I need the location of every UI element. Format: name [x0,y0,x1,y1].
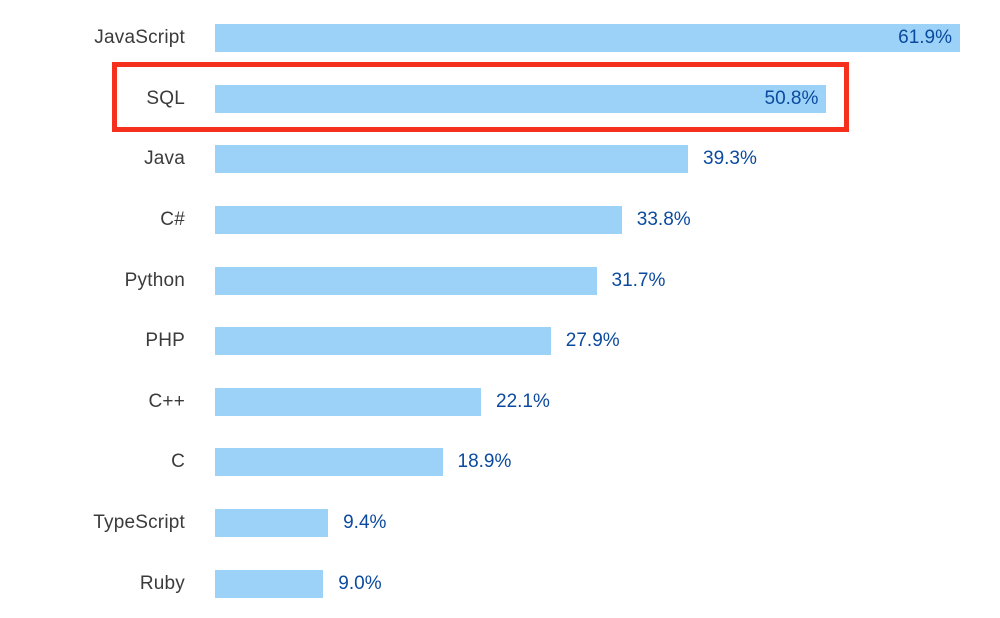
bar-area: 18.9% [215,448,1000,477]
category-label: Ruby [139,572,185,594]
category-label: Python [124,269,185,291]
bar: 61.9% [215,24,960,53]
value-label: 9.0% [338,572,382,594]
value-label: 61.9% [898,27,952,49]
bar [215,266,597,295]
value-label: 39.3% [703,148,757,170]
value-label: 33.8% [636,209,691,231]
chart-row: SQL 50.8% [0,61,1000,132]
category-label: Java [144,148,185,170]
chart-row: JavaScript 61.9% [0,8,1000,69]
bar [215,387,481,416]
value-label: 50.8% [764,87,819,109]
bar: 50.8% [215,84,827,113]
category-label: TypeScript [93,512,185,534]
category-label: C++ [148,390,185,412]
bar [215,327,551,356]
bar [215,448,443,477]
chart-row: Java 39.3% [0,129,1000,190]
chart-row: C 18.9% [0,432,1000,493]
category-label: JavaScript [94,27,185,49]
chart-row: C# 33.8% [0,190,1000,251]
value-label: 27.9% [565,330,620,352]
chart-row: C++ 22.1% [0,372,1000,433]
bar [215,145,688,174]
category-label: C# [160,209,185,231]
chart-row: Ruby 9.0% [0,553,1000,614]
chart-row: TypeScript 9.4% [0,493,1000,554]
bar [215,206,622,235]
value-label: 18.9% [457,451,512,473]
value-label: 31.7% [611,269,666,291]
chart-row: PHP 27.9% [0,311,1000,372]
category-label: C [171,451,185,473]
bar [215,509,329,538]
category-label: SQL [146,87,185,109]
bar-area: 27.9% [215,327,1000,356]
bar-area: 39.3% [215,145,1000,174]
value-label: 9.4% [343,512,387,534]
bar [215,569,324,598]
bar-area: 9.4% [215,509,1000,538]
bar-area: 61.9% [215,24,1000,53]
bar-area: 22.1% [215,387,1000,416]
chart-row: Python 31.7% [0,250,1000,311]
bar-area: 31.7% [215,266,1000,295]
category-label: PHP [145,330,185,352]
bar-area: 33.8% [215,206,1000,235]
value-label: 22.1% [496,390,550,412]
bar-area: 50.8% [215,84,1000,113]
bar-area: 9.0% [215,569,1000,598]
